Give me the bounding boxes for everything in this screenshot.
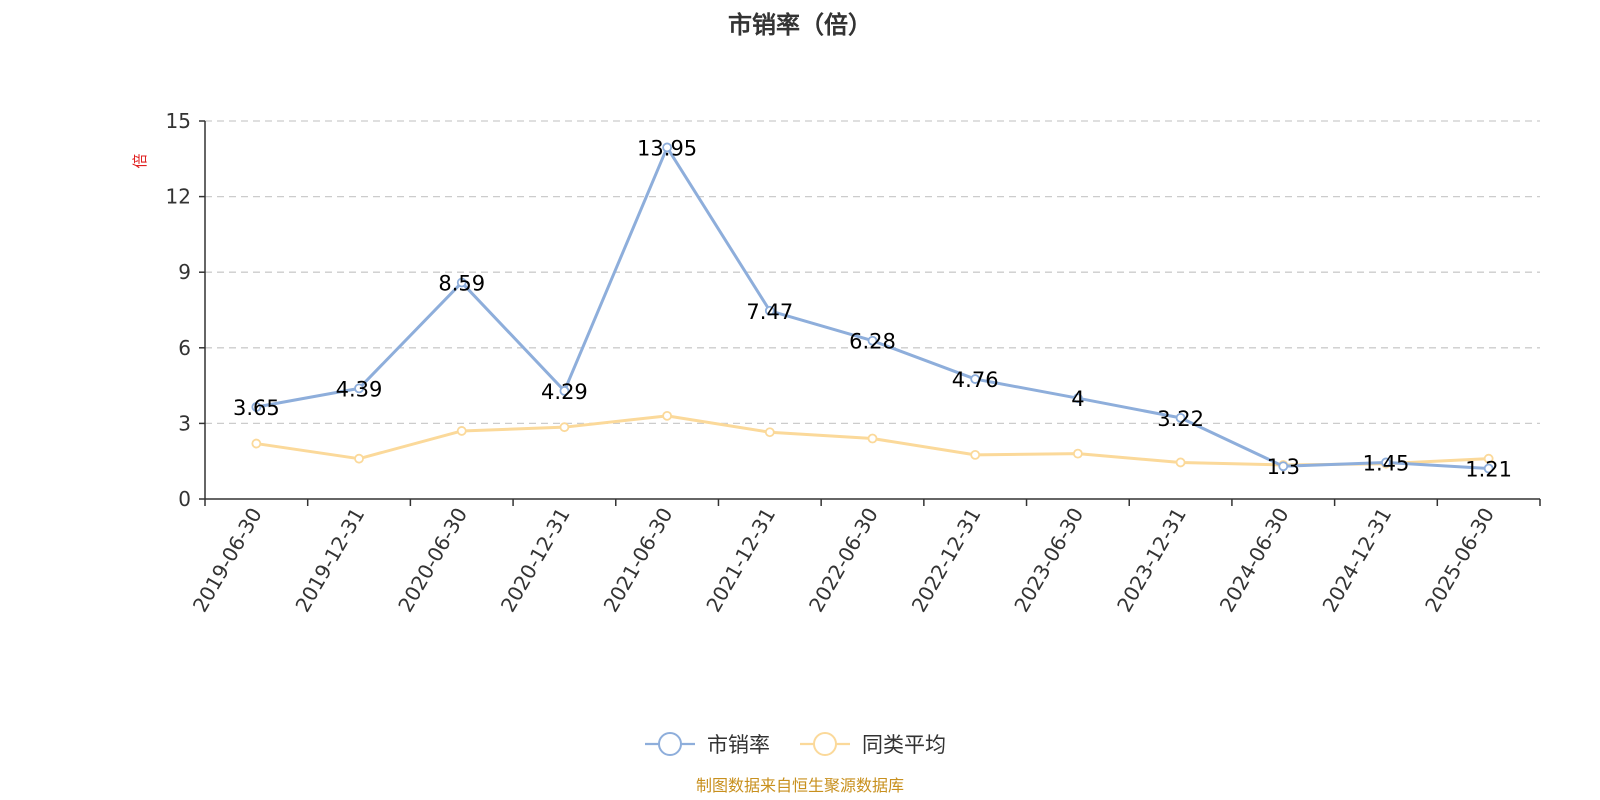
legend-label-peer-average: 同类平均 <box>862 733 946 757</box>
point-ps-ratio <box>764 305 775 316</box>
point-peer-average <box>1072 448 1083 459</box>
y-tick-label: 15 <box>166 109 191 133</box>
x-tick-label: 2020-06-30 <box>393 504 472 617</box>
x-tick-label: 2024-12-31 <box>1317 504 1396 617</box>
point-peer-average <box>456 426 467 436</box>
data-label: 6.28 <box>849 330 896 354</box>
y-tick-label: 9 <box>178 260 191 284</box>
data-labels: 3.65 4.39 8.59 4.29 13.95 7.47 6.28 4.76 4 3.22 1.… <box>233 136 1512 481</box>
y-tick-label: 6 <box>178 336 191 360</box>
x-tick-label: 2019-12-31 <box>290 504 369 617</box>
x-tick-label: 2022-06-30 <box>804 504 883 617</box>
x-tick-label: 2021-12-31 <box>701 504 780 617</box>
data-label: 1.45 <box>1363 451 1410 475</box>
point-ps-ratio <box>1278 461 1289 472</box>
data-source-note: 制图数据来自恒生聚源数据库 <box>696 776 904 795</box>
y-tick-label: 0 <box>178 487 191 511</box>
point-ps-ratio <box>354 383 364 394</box>
point-ps-ratio <box>970 374 981 384</box>
point-ps-ratio <box>1175 412 1186 423</box>
x-tick-label: 2021-06-30 <box>599 504 678 617</box>
data-label: 13.95 <box>637 136 697 160</box>
x-tick-label: 2019-06-30 <box>188 504 267 617</box>
point-ps-ratio <box>867 335 878 346</box>
legend: 市销率 同类平均 <box>645 732 946 757</box>
data-label: 4.29 <box>541 380 588 404</box>
data-label: 1.3 <box>1267 455 1300 479</box>
data-label: 4 <box>1071 387 1084 411</box>
data-label: 4.39 <box>336 377 383 401</box>
data-label: 8.59 <box>438 272 485 296</box>
point-peer-average <box>764 427 775 438</box>
point-ps-ratio <box>456 277 467 288</box>
grid-lines <box>205 120 1540 425</box>
x-tick-label: 2024-06-30 <box>1215 504 1294 617</box>
point-peer-average <box>662 410 673 421</box>
point-peer-average <box>251 438 262 449</box>
data-label: 7.47 <box>746 300 793 324</box>
x-tick-label: 2023-12-31 <box>1112 504 1191 617</box>
point-peer-average <box>970 449 981 460</box>
legend-marker-peer-average <box>813 732 837 756</box>
legend-marker-ps-ratio <box>658 732 682 756</box>
data-label: 1.21 <box>1465 458 1512 482</box>
point-ps-ratio <box>559 385 570 396</box>
axes: 0 3 6 9 12 15 2019-06-30 2019-12-31 2020-06-30 20… <box>166 109 1541 617</box>
series-layer <box>251 142 1494 474</box>
y-tick-label: 12 <box>166 185 191 209</box>
point-ps-ratio <box>1483 463 1494 474</box>
point-peer-average <box>1483 453 1494 464</box>
y-axis-unit: 倍 <box>131 153 149 168</box>
data-label: 3.22 <box>1157 407 1204 431</box>
data-label: 4.76 <box>952 368 999 392</box>
point-ps-ratio <box>1072 393 1083 404</box>
series-line-ps-ratio <box>256 145 1489 471</box>
x-tick-label: 2020-12-31 <box>496 504 575 617</box>
data-label: 3.65 <box>233 396 280 420</box>
point-peer-average <box>1175 457 1186 468</box>
point-ps-ratio <box>1381 457 1391 468</box>
y-tick-label: 3 <box>178 411 191 435</box>
chart-title: 市销率（倍） <box>728 11 872 39</box>
point-peer-average <box>559 422 570 433</box>
point-ps-ratio <box>251 402 262 412</box>
x-tick-label: 2022-12-31 <box>907 504 986 617</box>
point-ps-ratio <box>662 142 673 153</box>
point-peer-average <box>867 433 878 444</box>
x-tick-label: 2023-06-30 <box>1009 504 1088 617</box>
point-peer-average <box>354 453 364 464</box>
x-tick-label: 2025-06-30 <box>1420 504 1499 617</box>
legend-label-ps-ratio: 市销率 <box>707 733 770 757</box>
